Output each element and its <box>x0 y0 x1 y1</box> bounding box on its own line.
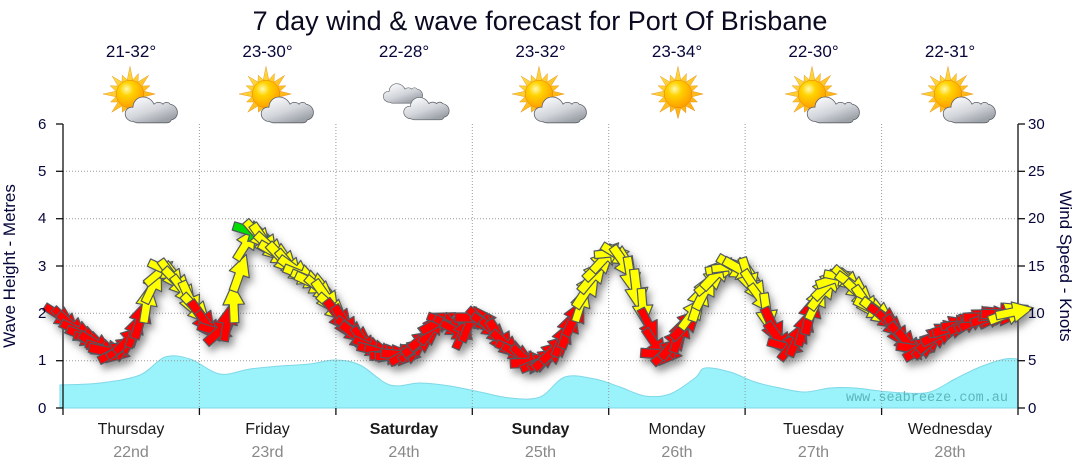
svg-text:www.seabreeze.com.au: www.seabreeze.com.au <box>846 391 1008 406</box>
